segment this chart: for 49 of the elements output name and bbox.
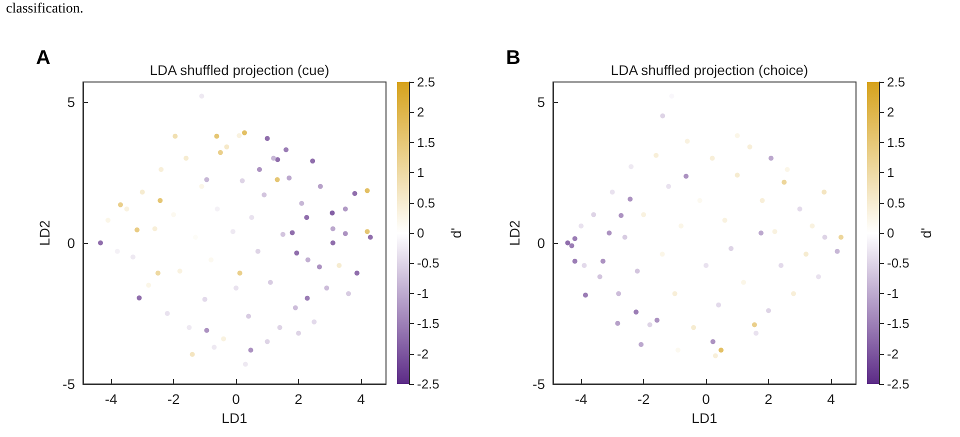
- x-tick-label: 4: [827, 391, 836, 407]
- color-bar-label: -2.5: [417, 376, 440, 392]
- text: classification.: [6, 2, 84, 16]
- x-axis-title: LD1: [222, 410, 248, 426]
- x-tick-label: -4: [104, 391, 118, 407]
- color-bar-label: 2: [417, 104, 424, 120]
- chart-title: LDA shuffled projection (choice): [610, 62, 808, 78]
- text: B: [506, 47, 520, 69]
- color-bar-label: -1.5: [417, 316, 440, 332]
- color-bar-label: -0.5: [887, 256, 910, 271]
- color-bar-label: 1: [417, 165, 424, 180]
- color-bar-label: -2.5: [887, 376, 910, 392]
- y-tick-label: -5: [62, 376, 76, 392]
- color-bar-label: 1.5: [887, 134, 906, 150]
- color-bar-label: -1: [417, 286, 429, 301]
- y-tick-label: 5: [537, 94, 546, 110]
- color-bar-label: 2.5: [887, 74, 906, 90]
- y-tick-label: 0: [537, 234, 546, 251]
- chart-title: LDA shuffled projection (cue): [150, 62, 330, 78]
- color-bar-label: -1: [887, 286, 899, 301]
- color-bar-label: 1.5: [417, 134, 436, 150]
- x-tick-label: -4: [574, 391, 588, 407]
- x-tick-label: 0: [232, 391, 240, 407]
- color-bar-label: -1.5: [887, 316, 910, 332]
- y-tick-label: -5: [532, 376, 546, 392]
- y-tick-label: 5: [67, 94, 76, 110]
- color-bar-label: 2.5: [417, 74, 436, 90]
- x-tick-label: 4: [357, 391, 366, 407]
- x-tick-label: -2: [167, 391, 180, 407]
- text: A: [36, 47, 50, 69]
- color-bar-label: 0.5: [417, 195, 436, 210]
- color-bar-title: d': [918, 228, 934, 238]
- x-tick-label: -2: [637, 391, 650, 407]
- y-axis-title: LD2: [506, 220, 523, 246]
- color-bar-label: -2: [417, 346, 429, 362]
- color-bar-label: 0: [417, 226, 424, 240]
- x-tick-label: 2: [764, 391, 773, 407]
- x-axis-title: LD1: [692, 410, 718, 426]
- color-bar-label: -2: [887, 346, 899, 362]
- color-bar-title: d': [448, 228, 464, 238]
- y-axis-title: LD2: [36, 220, 53, 246]
- color-bar-label: 1: [887, 165, 894, 180]
- y-tick-label: 0: [67, 234, 76, 251]
- color-bar-label: 0.5: [887, 195, 906, 210]
- x-tick-label: 2: [294, 391, 303, 407]
- x-tick-label: 0: [702, 391, 710, 407]
- color-bar-label: 0: [887, 226, 894, 240]
- color-bar-label: 2: [887, 104, 894, 120]
- color-bar-label: -0.5: [417, 256, 440, 271]
